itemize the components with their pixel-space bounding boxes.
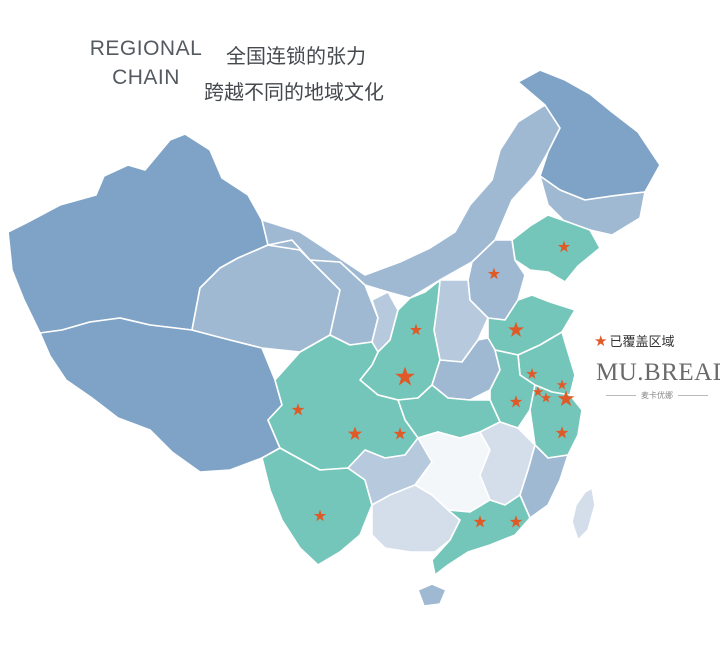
region-liaoning xyxy=(511,214,601,283)
heading-english: REGIONAL CHAIN xyxy=(80,34,212,92)
heading-chinese: 全国连锁的张力 跨越不同的地域文化 xyxy=(204,38,384,110)
region-taiwan xyxy=(571,487,596,541)
heading-chinese-line2: 跨越不同的地域文化 xyxy=(204,80,384,104)
heading-english-line1: REGIONAL xyxy=(89,37,203,60)
brand-subtitle-row: 麦卡优娜 xyxy=(596,390,718,401)
brand-logo-block: MU.BREAD 麦卡优娜 xyxy=(596,358,720,401)
heading-chinese-line1: 全国连锁的张力 xyxy=(226,44,366,68)
region-hainan xyxy=(417,583,447,607)
brand-logo: MU.BREAD xyxy=(596,359,720,386)
divider xyxy=(678,395,708,396)
star-icon: ★ xyxy=(594,331,608,350)
map-legend: ★ 已覆盖区域 xyxy=(594,331,675,351)
divider xyxy=(606,395,636,396)
region-jilin xyxy=(539,175,646,236)
legend-label: 已覆盖区域 xyxy=(609,335,675,350)
brand-subtitle: 麦卡优娜 xyxy=(641,391,673,400)
region-yunnan xyxy=(261,447,373,566)
heading-english-line2: CHAIN xyxy=(112,66,180,89)
region-guangdong xyxy=(431,494,531,576)
